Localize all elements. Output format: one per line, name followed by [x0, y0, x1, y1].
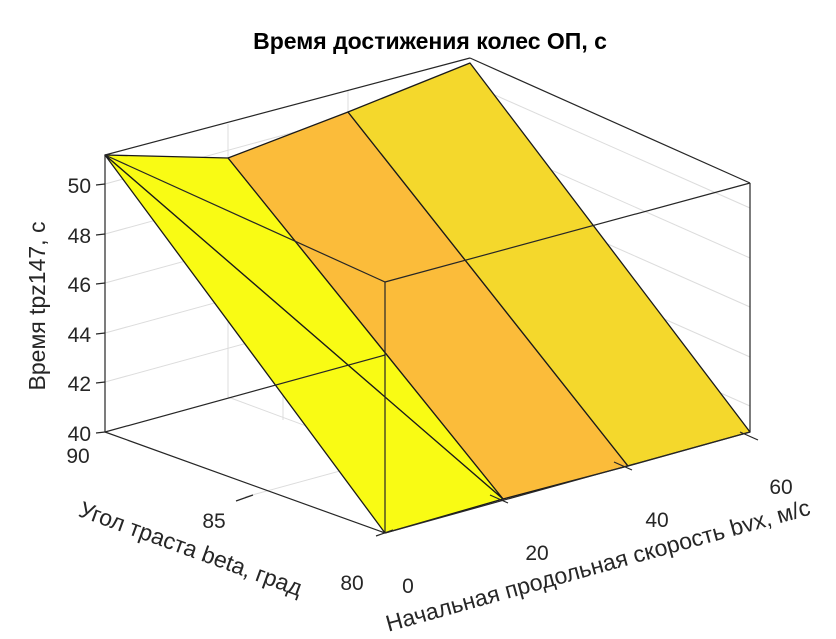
svg-text:50: 50 [68, 175, 91, 198]
axes-box [104, 57, 751, 534]
surface [104, 62, 751, 534]
x-tick-labels: 0 20 40 60 [402, 476, 793, 598]
chart-title: Время достижения колес ОП, с [253, 28, 607, 54]
y-tick-labels: 90 85 80 [66, 445, 363, 595]
svg-text:0: 0 [402, 575, 414, 598]
svg-text:40: 40 [645, 509, 668, 532]
z-axis-label: Время tpz147, с [24, 222, 50, 391]
svg-text:48: 48 [68, 225, 91, 248]
z-tick-labels: 40 42 44 46 48 50 [68, 175, 92, 446]
svg-text:90: 90 [66, 445, 89, 468]
svg-text:80: 80 [340, 572, 363, 595]
svg-text:40: 40 [68, 423, 91, 446]
svg-text:60: 60 [769, 476, 792, 499]
surface-face-1b [104, 154, 504, 534]
svg-text:42: 42 [68, 373, 91, 396]
svg-text:46: 46 [68, 274, 91, 297]
svg-text:44: 44 [68, 324, 92, 347]
svg-text:85: 85 [202, 510, 225, 533]
svg-text:20: 20 [525, 542, 548, 565]
y-axis-label: Угол траста beta, град [76, 496, 307, 601]
tick-marks [95, 183, 759, 537]
